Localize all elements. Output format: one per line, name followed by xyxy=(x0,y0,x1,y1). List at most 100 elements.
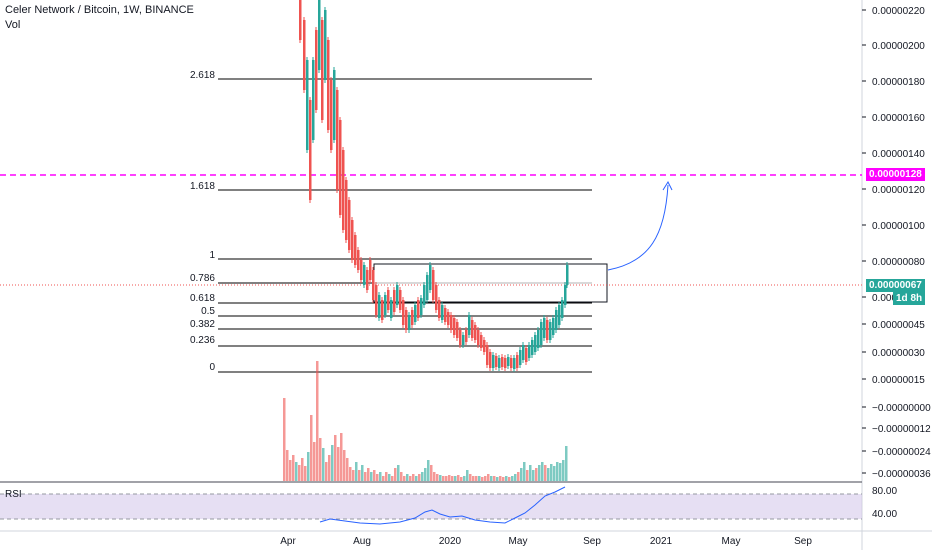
volume-bar xyxy=(526,470,529,481)
volume-bar xyxy=(511,476,514,481)
candle-body xyxy=(456,322,459,338)
candle-body xyxy=(459,330,462,345)
volume-bar xyxy=(484,476,487,481)
volume-bar xyxy=(346,458,349,481)
volume-bar xyxy=(538,465,541,481)
volume-bar xyxy=(487,474,490,481)
candle-body xyxy=(423,285,426,305)
volume-bar xyxy=(550,464,553,481)
volume-bar xyxy=(361,465,364,481)
candle-body xyxy=(309,100,312,200)
volume-bar xyxy=(532,470,535,481)
fib-label-1618: 1.618 xyxy=(189,181,215,192)
candle-body xyxy=(390,300,393,318)
volume-bar xyxy=(304,466,307,481)
candle-body xyxy=(372,270,375,300)
symbol-title: Celer Network / Bitcoin, 1W, BINANCE xyxy=(5,4,194,16)
volume-bar xyxy=(364,472,367,481)
candle-body xyxy=(375,285,378,315)
candle-body xyxy=(354,235,357,265)
candle-body xyxy=(336,90,339,190)
time-axis-label: May xyxy=(722,536,741,547)
volume-bar xyxy=(493,476,496,481)
volume-bar xyxy=(439,475,442,481)
volume-bar xyxy=(448,475,451,481)
candle-body xyxy=(537,330,540,348)
volume-bar xyxy=(322,448,325,481)
volume-bar xyxy=(382,476,385,481)
volume-bar xyxy=(529,465,532,481)
candle-body xyxy=(489,352,492,368)
volume-bar xyxy=(307,452,310,481)
volume-bar xyxy=(337,447,340,481)
volume-bar xyxy=(334,435,337,481)
volume-bar xyxy=(535,468,538,481)
rsi-tick-label: 80.00 xyxy=(872,486,897,497)
candle-body xyxy=(471,320,474,338)
candle-body xyxy=(312,60,315,140)
volume-bar xyxy=(508,477,511,481)
candle-body xyxy=(357,250,360,270)
volume-bar xyxy=(457,475,460,481)
volume-bar xyxy=(514,474,517,481)
candle-body xyxy=(321,20,324,120)
candle-body xyxy=(363,265,366,285)
rsi-band xyxy=(0,494,862,519)
price-tick-label: −0.00000036 xyxy=(872,469,931,480)
candle-body xyxy=(474,325,477,340)
volume-bar xyxy=(349,467,352,481)
price-tick-label: 0.00000160 xyxy=(872,113,925,124)
candle-body xyxy=(498,358,501,368)
fib-label-0786: 0.786 xyxy=(189,273,215,284)
price-tick-label: 0.00000200 xyxy=(872,41,925,52)
projection-curve[interactable] xyxy=(607,184,669,271)
volume-bar xyxy=(541,462,544,481)
volume-bar xyxy=(505,476,508,481)
time-axis-label: Sep xyxy=(794,536,812,547)
volume-bar xyxy=(373,470,376,481)
volume-bar xyxy=(421,472,424,481)
magenta-level-tag: 0.00000128 xyxy=(866,168,925,181)
volume-bar xyxy=(427,460,430,481)
volume-bar xyxy=(490,476,493,481)
candle-body xyxy=(516,355,519,368)
candle-body xyxy=(333,70,336,140)
volume-bar xyxy=(388,474,391,481)
candle-body xyxy=(387,290,390,310)
candle-body xyxy=(351,220,354,260)
highlight-box[interactable] xyxy=(373,263,608,303)
candle-body xyxy=(447,312,450,325)
candle-body xyxy=(369,260,372,280)
volume-bar xyxy=(358,470,361,481)
candle-body xyxy=(408,315,411,330)
candle-body xyxy=(402,300,405,325)
volume-bar xyxy=(406,474,409,481)
volume-bar xyxy=(394,468,397,481)
price-tick-label: 0.00000180 xyxy=(872,77,925,88)
volume-bar xyxy=(463,476,466,481)
volume-bar xyxy=(400,472,403,481)
candle-body xyxy=(393,290,396,312)
volume-bar xyxy=(412,474,415,481)
rsi-tick-label: 40.00 xyxy=(872,509,897,520)
candle-body xyxy=(405,310,408,330)
candle-body xyxy=(420,298,423,315)
candle-body xyxy=(501,357,504,367)
candle-body xyxy=(432,270,435,300)
candle-body xyxy=(483,340,486,352)
price-tick-label: 0.00000100 xyxy=(872,221,925,232)
candle-body xyxy=(566,265,569,285)
candle-body xyxy=(528,345,531,358)
candle-body xyxy=(450,315,453,330)
candle-body xyxy=(396,285,399,305)
volume-bar xyxy=(553,466,556,481)
candle-body xyxy=(510,358,513,368)
volume-bar xyxy=(289,460,292,481)
volume-bar xyxy=(565,446,568,481)
candle-body xyxy=(504,358,507,368)
volume-bar xyxy=(319,438,322,481)
candle-body xyxy=(558,305,561,325)
volume-bar xyxy=(469,474,472,481)
